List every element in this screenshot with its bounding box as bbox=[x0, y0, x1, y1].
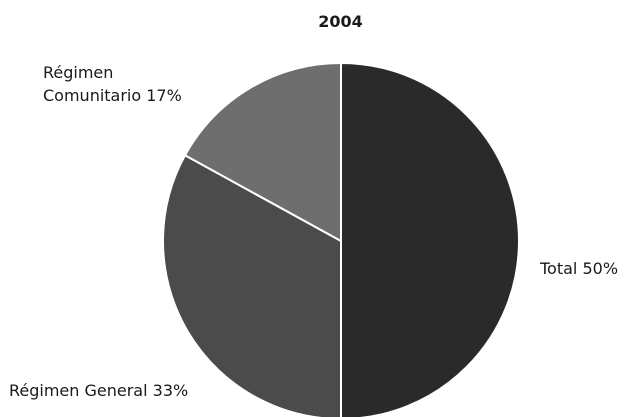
chart-title: 2004 bbox=[318, 12, 363, 31]
slice-label-total: Total 50% bbox=[540, 259, 619, 278]
pie-slice-rgimen-general bbox=[162, 154, 342, 417]
pie-slice-total bbox=[340, 62, 520, 417]
pie-slice-rgimen-comunitario bbox=[184, 62, 342, 242]
slice-label-regimen-comunitario-line2: Comunitario 17% bbox=[43, 86, 182, 105]
slice-label-regimen-comunitario: Régimen Comunitario 17% bbox=[43, 61, 182, 107]
slice-label-regimen-comunitario-line1: Régimen bbox=[43, 63, 114, 82]
slice-label-regimen-general: Régimen General 33% bbox=[9, 381, 189, 400]
